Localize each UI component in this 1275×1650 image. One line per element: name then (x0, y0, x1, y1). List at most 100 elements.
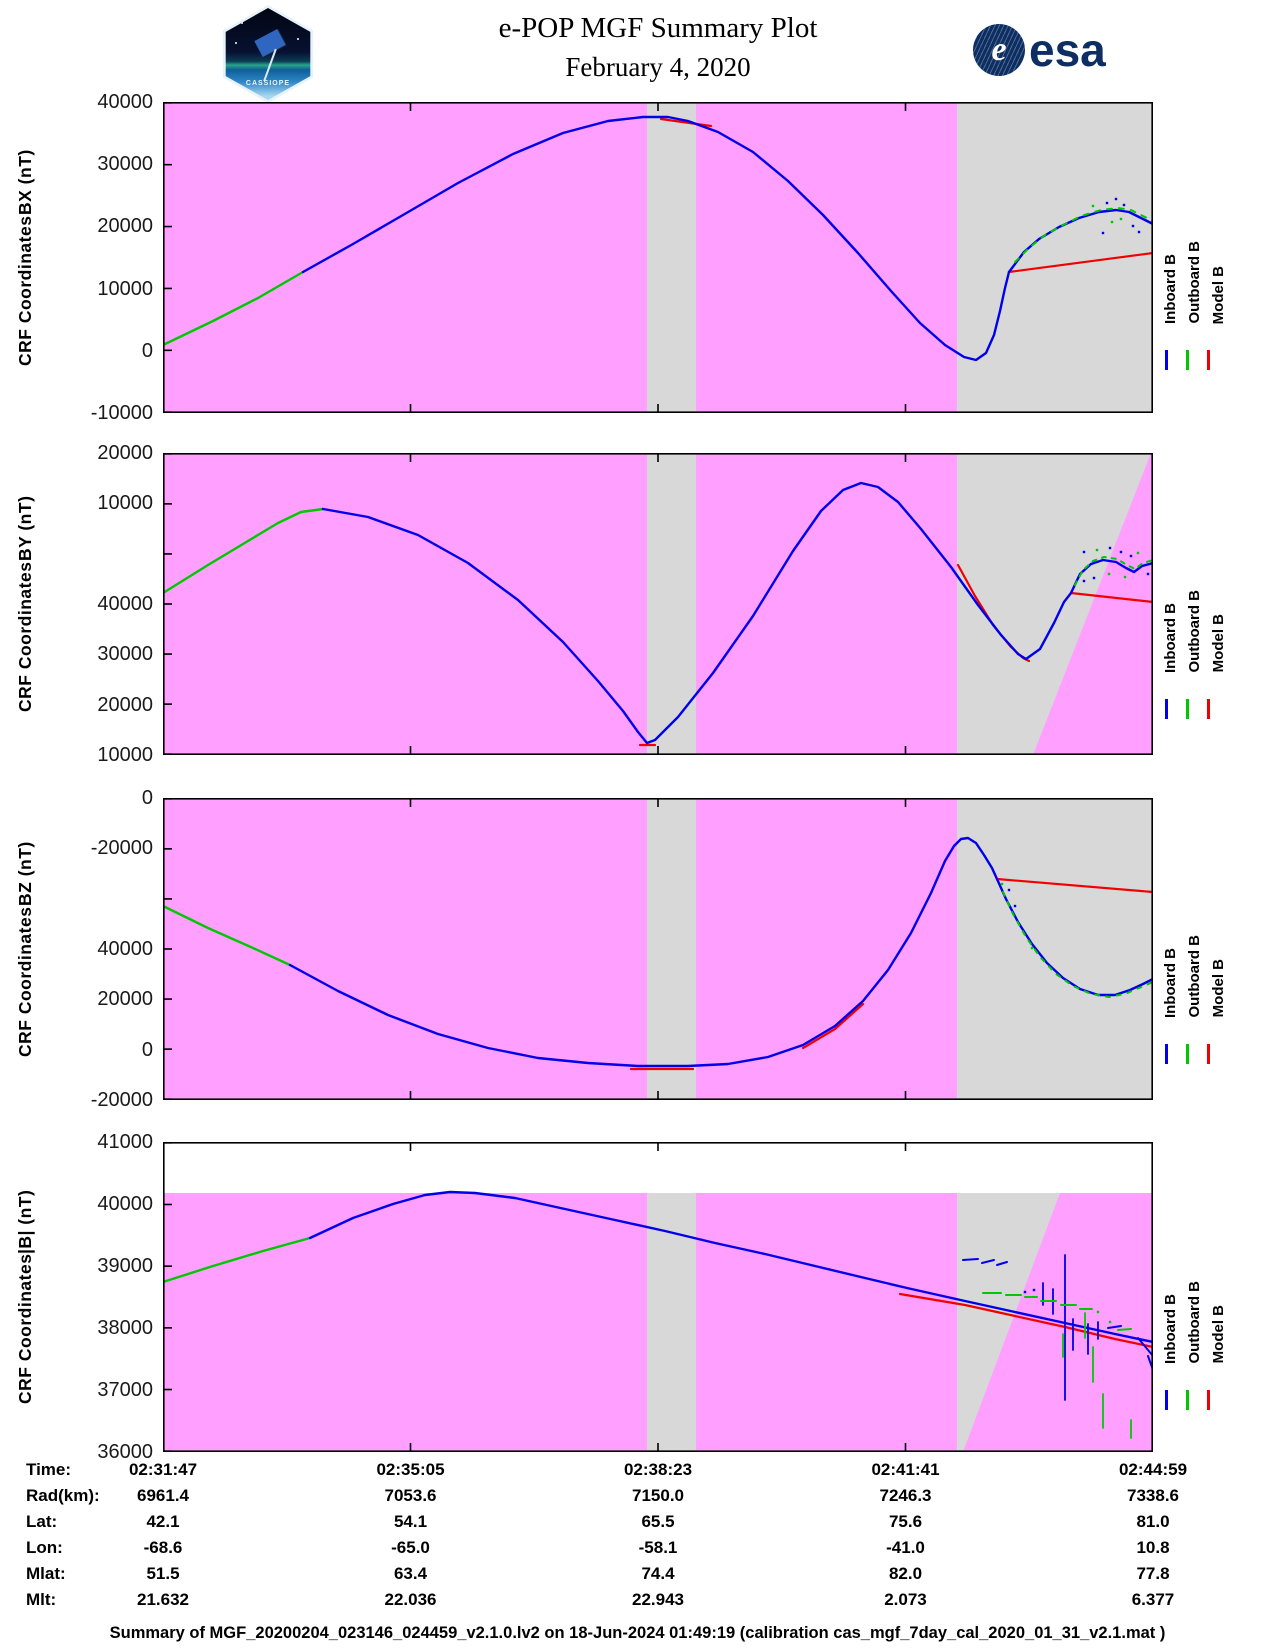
legend-bx: Inboard B Outboard B Model B (1160, 186, 1246, 370)
legend-label-0: Inboard B (1162, 1293, 1179, 1364)
table-cell-mlat-1: 63.4 (393, 1564, 428, 1583)
panel-bmag (163, 1142, 1153, 1452)
table-row-label-lat: Lat: (26, 1512, 58, 1531)
table-cell-mlat-0: 51.5 (146, 1564, 180, 1583)
table-cell-mlat-2: 74.4 (641, 1564, 675, 1583)
legend-labels-bx: Inboard B Outboard B Model B (1160, 186, 1246, 324)
legend-marker-1 (1186, 349, 1189, 370)
table-row-label-rad: Rad(km): (26, 1486, 100, 1505)
ytick-bx-4: 0 (141, 339, 153, 362)
ylabel-bx: CRF Coordinates BX (nT) (15, 149, 35, 366)
legend-label-0: Inboard B (1162, 253, 1179, 324)
panel-bz (163, 798, 1153, 1100)
table-cell-lon-2: -58.1 (638, 1538, 678, 1557)
ytick-bx-3: 10000 (97, 277, 153, 300)
table-cell-time-2: 02:38:23 (623, 1460, 693, 1479)
table-cell-time-1: 02:35:05 (376, 1460, 445, 1479)
table-row-label-time: Time: (26, 1460, 72, 1479)
ylabel-bz: CRF Coordinates BZ (nT) (15, 841, 35, 1057)
plot-area-bmag (163, 1142, 1153, 1452)
ytick-bz-6: -20000 (90, 1089, 153, 1111)
ytick-by-5: 20000 (97, 693, 153, 716)
legend-marker-1 (1186, 1043, 1189, 1064)
legend-label-1: Outboard B (1186, 241, 1203, 324)
panel-bx (163, 102, 1153, 413)
ytick-bmag-0: 41000 (97, 1131, 153, 1153)
page-subtitle-date: February 4, 2020 (565, 52, 751, 82)
table-cell-rad-1: 7053.6 (384, 1486, 437, 1505)
legend-marker-0 (1165, 349, 1168, 370)
ytick-bz-0: 0 (141, 787, 153, 809)
table-cell-lat-1: 54.1 (393, 1512, 428, 1531)
table-cell-mlt-4: 6.377 (1131, 1590, 1175, 1609)
ytick-by-6: 10000 (97, 744, 153, 766)
ytick-bz-3: 40000 (97, 938, 153, 960)
legend-bz: Inboard B Outboard B Model B (1160, 880, 1246, 1064)
table-cell-time-0: 02:31:47 (128, 1460, 198, 1479)
legend-marker-2 (1207, 1043, 1210, 1064)
legend-marker-2 (1207, 698, 1210, 719)
legend-marker-0 (1165, 1389, 1168, 1410)
ytick-by-0: 20000 (97, 442, 153, 464)
ytick-bz-1: -20000 (90, 837, 153, 860)
ytick-by-1: 10000 (97, 492, 153, 515)
ytick-bz-5: 0 (141, 1038, 153, 1061)
ytick-bmag-2: 39000 (97, 1255, 153, 1277)
table-cell-time-3: 02:41:41 (871, 1460, 940, 1479)
file-summary-caption: Summary of MGF_20200204_023146_024459_v2… (109, 1624, 1166, 1642)
legend-markers-bx (1160, 349, 1246, 370)
table-cell-rad-0: 6961.4 (137, 1486, 189, 1505)
esa-globe-icon: e (973, 24, 1025, 76)
ytick-bx-5: -10000 (90, 402, 153, 424)
legend-marker-2 (1207, 1389, 1210, 1410)
table-cell-mlt-3: 2.073 (884, 1590, 927, 1609)
table-cell-lon-0: -68.6 (143, 1538, 183, 1557)
table-cell-rad-2: 7150.0 (632, 1486, 684, 1505)
table-cell-rad-3: 7246.3 (879, 1486, 932, 1505)
ylabel-by: CRF Coordinates BY (nT) (15, 496, 35, 712)
ytick-bmag-4: 37000 (97, 1379, 153, 1401)
legend-markers-bz (1160, 1043, 1246, 1064)
panel-by (163, 453, 1153, 755)
table-row-label-mlat: Mlat: (26, 1564, 66, 1583)
legend-marker-2 (1207, 349, 1210, 370)
table-cell-mlt-2: 22.943 (632, 1590, 684, 1609)
ytick-bmag-5: 36000 (97, 1441, 153, 1463)
ytick-by-4: 30000 (97, 643, 153, 666)
legend-marker-1 (1186, 1389, 1189, 1410)
table-cell-lat-4: 81.0 (1136, 1512, 1170, 1531)
table-cell-mlat-3: 82.0 (888, 1564, 923, 1583)
ytick-bx-1: 30000 (97, 153, 153, 176)
table-row-label-lon: Lon: (26, 1538, 63, 1557)
legend-label-0: Inboard B (1162, 602, 1179, 673)
ytick-bx-2: 20000 (97, 215, 153, 238)
esa-logo: e esa (973, 24, 1106, 76)
legend-labels-bmag: Inboard B Outboard B Model B (1160, 1226, 1246, 1364)
plot-area-bx (163, 102, 1153, 413)
table-cell-mlt-1: 22.036 (384, 1590, 437, 1609)
table-cell-rad-4: 7338.6 (1127, 1486, 1179, 1505)
ytick-bx-0: 40000 (97, 91, 153, 113)
table-cell-time-4: 02:44:59 (1118, 1460, 1188, 1479)
legend-label-1: Outboard B (1186, 935, 1203, 1018)
legend-bmag: Inboard B Outboard B Model B (1160, 1226, 1246, 1410)
legend-label-1: Outboard B (1186, 1281, 1203, 1364)
legend-label-0: Inboard B (1162, 947, 1179, 1018)
ylabel-bmag: CRF Coordinates |B| (nT) (15, 1189, 35, 1405)
legend-marker-0 (1165, 698, 1168, 719)
ytick-by-3: 40000 (97, 593, 153, 615)
plot-area-bz (163, 798, 1153, 1100)
legend-label-2: Model B (1210, 265, 1227, 324)
plot-area-by (163, 453, 1153, 755)
legend-label-1: Outboard B (1186, 590, 1203, 673)
cassiope-logo-label: CASSIOPE (245, 80, 291, 87)
legend-label-2: Model B (1210, 959, 1227, 1018)
legend-markers-by (1160, 698, 1246, 719)
table-cell-lat-0: 42.1 (146, 1512, 180, 1531)
table-cell-mlt-0: 21.632 (137, 1590, 189, 1609)
legend-label-2: Model B (1210, 1305, 1227, 1364)
legend-by: Inboard B Outboard B Model B (1160, 535, 1246, 719)
table-cell-lon-1: -65.0 (391, 1538, 430, 1557)
ytick-bz-4: 20000 (97, 988, 153, 1011)
